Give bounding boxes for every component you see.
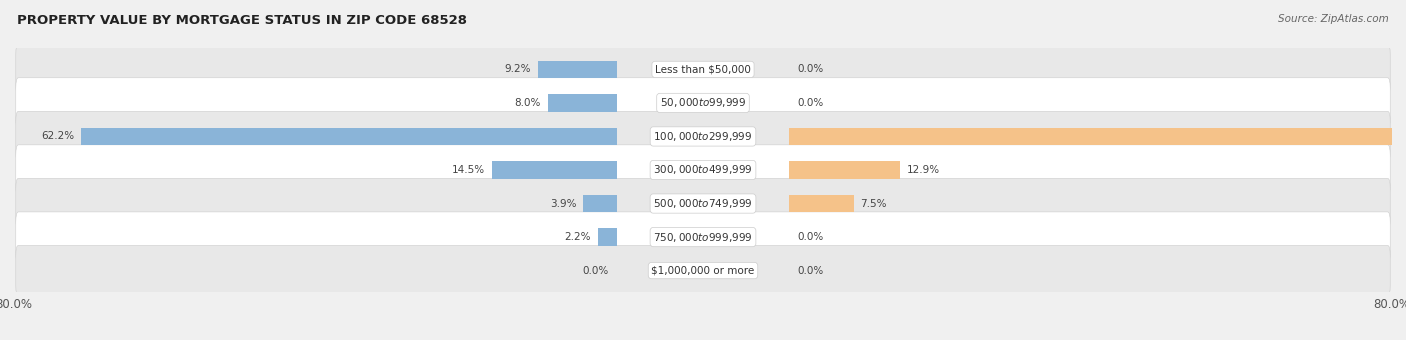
FancyBboxPatch shape xyxy=(15,178,1391,229)
Bar xyxy=(789,195,853,212)
Text: $50,000 to $99,999: $50,000 to $99,999 xyxy=(659,97,747,109)
FancyBboxPatch shape xyxy=(15,78,1391,128)
Text: 3.9%: 3.9% xyxy=(550,199,576,208)
FancyBboxPatch shape xyxy=(15,44,1391,95)
Bar xyxy=(82,128,617,145)
Text: 0.0%: 0.0% xyxy=(797,64,824,74)
Text: 14.5%: 14.5% xyxy=(451,165,485,175)
FancyBboxPatch shape xyxy=(15,145,1391,195)
Bar xyxy=(789,161,900,179)
Text: 9.2%: 9.2% xyxy=(505,64,531,74)
Text: 62.2%: 62.2% xyxy=(41,132,75,141)
FancyBboxPatch shape xyxy=(15,245,1391,296)
Text: 0.0%: 0.0% xyxy=(797,232,824,242)
FancyBboxPatch shape xyxy=(15,212,1391,262)
Bar xyxy=(789,128,1406,145)
FancyBboxPatch shape xyxy=(15,111,1391,162)
Text: 12.9%: 12.9% xyxy=(907,165,941,175)
Text: 8.0%: 8.0% xyxy=(515,98,541,108)
Text: $1,000,000 or more: $1,000,000 or more xyxy=(651,266,755,276)
Text: 0.0%: 0.0% xyxy=(797,98,824,108)
Text: 0.0%: 0.0% xyxy=(582,266,609,276)
Text: $500,000 to $749,999: $500,000 to $749,999 xyxy=(654,197,752,210)
Bar xyxy=(598,228,617,246)
Text: 2.2%: 2.2% xyxy=(565,232,591,242)
Bar xyxy=(548,94,617,112)
Bar xyxy=(583,195,617,212)
Bar xyxy=(492,161,617,179)
Text: $750,000 to $999,999: $750,000 to $999,999 xyxy=(654,231,752,243)
Text: $300,000 to $499,999: $300,000 to $499,999 xyxy=(654,164,752,176)
Text: Less than $50,000: Less than $50,000 xyxy=(655,64,751,74)
Text: PROPERTY VALUE BY MORTGAGE STATUS IN ZIP CODE 68528: PROPERTY VALUE BY MORTGAGE STATUS IN ZIP… xyxy=(17,14,467,27)
Text: $100,000 to $299,999: $100,000 to $299,999 xyxy=(654,130,752,143)
Legend: Without Mortgage, With Mortgage: Without Mortgage, With Mortgage xyxy=(576,338,830,340)
Text: 7.5%: 7.5% xyxy=(860,199,887,208)
Text: 0.0%: 0.0% xyxy=(797,266,824,276)
Text: Source: ZipAtlas.com: Source: ZipAtlas.com xyxy=(1278,14,1389,23)
Bar xyxy=(537,61,617,78)
